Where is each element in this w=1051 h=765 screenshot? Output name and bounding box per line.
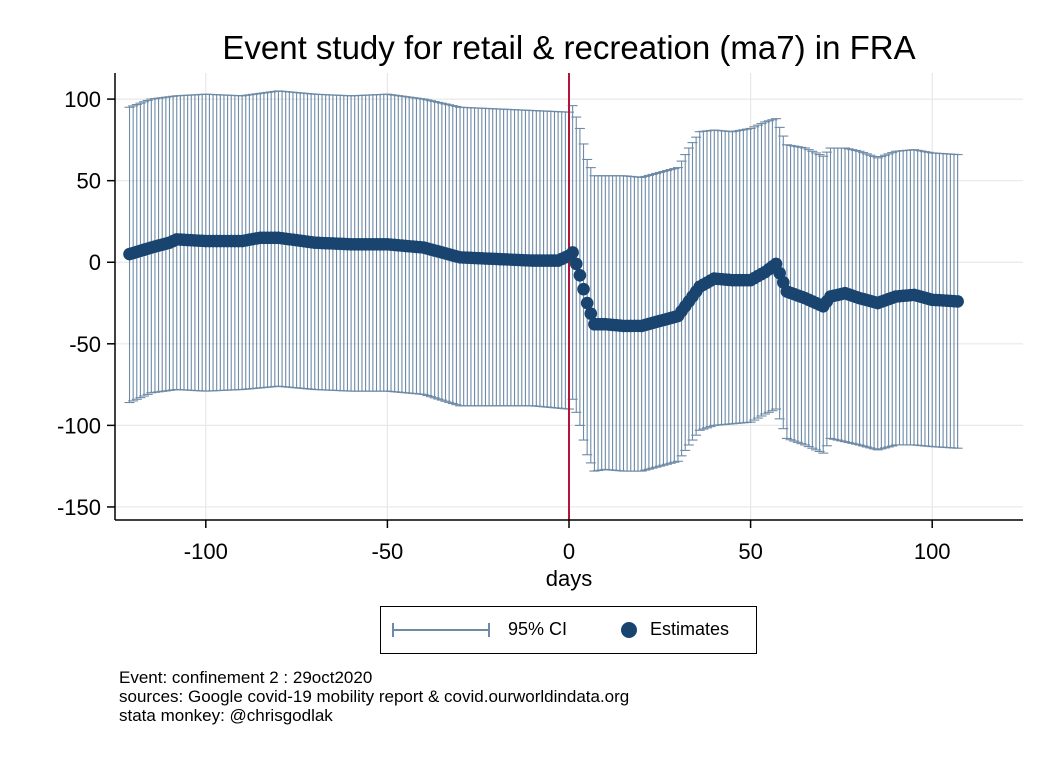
ci-swatch-icon bbox=[392, 622, 490, 637]
legend-item-ci: 95% CI bbox=[391, 607, 567, 652]
estimate-point bbox=[577, 282, 590, 296]
estimate-point bbox=[566, 246, 579, 259]
x-tick-label: 0 bbox=[563, 539, 575, 564]
legend-item-estimates: Estimates bbox=[619, 607, 729, 652]
x-tick-label: 100 bbox=[914, 539, 951, 564]
estimate-marker-icon bbox=[621, 621, 637, 638]
legend: 95% CI Estimates bbox=[380, 606, 757, 654]
chart-notes: Event: confinement 2 : 29oct2020 sources… bbox=[119, 668, 629, 725]
legend-label-estimates: Estimates bbox=[650, 619, 730, 639]
x-tick-label: -50 bbox=[372, 539, 404, 564]
y-tick-label: 0 bbox=[89, 250, 101, 275]
estimate-point bbox=[951, 295, 964, 308]
y-tick-label: 100 bbox=[64, 87, 101, 112]
ci-series bbox=[124, 90, 963, 472]
estimate-point bbox=[573, 268, 587, 282]
x-tick-label: 50 bbox=[738, 539, 762, 564]
note-event: Event: confinement 2 : 29oct2020 bbox=[119, 668, 373, 687]
note-sources: sources: Google covid-19 mobility report… bbox=[119, 687, 630, 706]
x-axis-title: days bbox=[546, 566, 592, 591]
estimate-point bbox=[584, 307, 598, 320]
chart-title: Event study for retail & recreation (ma7… bbox=[222, 29, 916, 66]
note-author: stata monkey: @chrisgodlak bbox=[119, 706, 333, 725]
estimate-series bbox=[123, 231, 964, 333]
estimate-point bbox=[580, 296, 594, 310]
y-tick-label: 50 bbox=[77, 169, 101, 194]
y-tick-label: -50 bbox=[69, 332, 101, 357]
y-tick-label: -100 bbox=[57, 413, 101, 438]
x-tick-label: -100 bbox=[184, 539, 228, 564]
y-tick-label: -150 bbox=[57, 495, 101, 520]
estimate-point bbox=[569, 257, 583, 271]
axes: 100 50 0 -50 -100 -150 -100 -50 0 50 100 bbox=[57, 73, 1023, 564]
legend-label-ci: 95% CI bbox=[508, 619, 568, 639]
